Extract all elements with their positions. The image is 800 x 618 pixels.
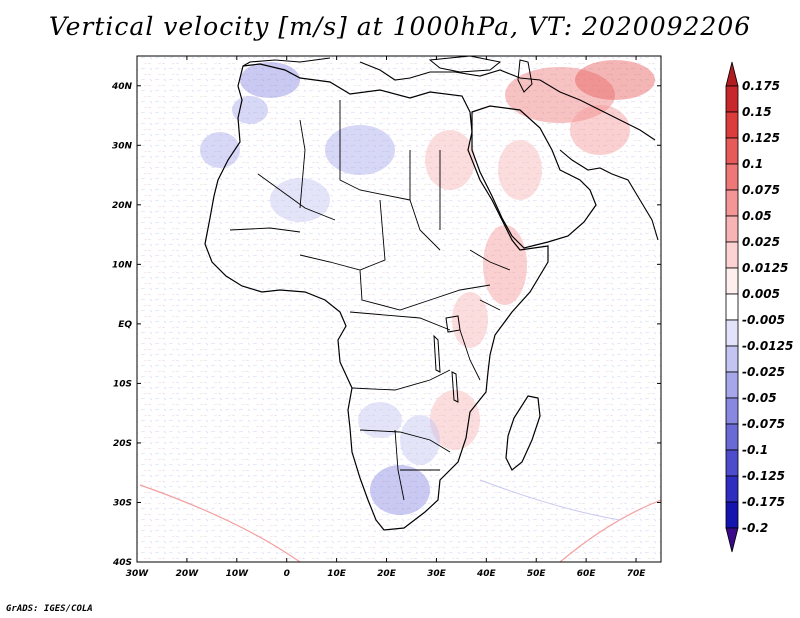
field-patch — [240, 62, 300, 98]
lon-label: 20E — [377, 569, 397, 579]
lon-label: 50E — [527, 569, 547, 579]
colorbar-arrow-top — [725, 61, 739, 87]
field-patch — [200, 132, 240, 168]
lon-label: 30W — [126, 569, 150, 579]
colorbar-box — [725, 189, 739, 217]
colorbar-label: -0.125 — [742, 469, 785, 483]
caspian-sea — [517, 59, 533, 93]
field-patch — [270, 178, 330, 222]
colorbar-box — [725, 501, 739, 529]
colorbar-label: 0.0125 — [742, 261, 788, 275]
field-patch — [358, 402, 402, 438]
colorbar-arrow-bottom — [725, 527, 739, 553]
colorbar-box — [725, 397, 739, 425]
field-patch — [400, 415, 440, 465]
lon-label: 0 — [284, 569, 290, 579]
colorbar-box — [725, 85, 739, 113]
field-streak — [559, 499, 661, 562]
field-patch — [430, 390, 480, 450]
lat-label: 10S — [113, 379, 132, 389]
colorbar-label: 0.005 — [742, 287, 780, 301]
colorbar-box — [725, 111, 739, 139]
colorbar-box — [725, 475, 739, 503]
chart-title: Vertical velocity [m/s] at 1000hPa, VT: … — [48, 12, 752, 41]
field-streak — [139, 484, 301, 562]
lat-label: 20N — [112, 201, 133, 211]
black-sea — [428, 56, 502, 73]
colorbar-box — [725, 241, 739, 269]
lon-label: 20W — [176, 569, 200, 579]
country-borders — [229, 100, 511, 501]
lat-label: 30N — [112, 141, 133, 151]
colorbar-box — [725, 267, 739, 295]
latitude-labels: 40N 30N 20N 10N EQ 10S 20S 30S 40S — [111, 82, 133, 568]
plot-frame — [136, 55, 662, 563]
lon-label: 10E — [327, 569, 347, 579]
field-patch — [575, 60, 655, 100]
arabia-coastline — [471, 105, 597, 249]
lat-label: 20S — [113, 439, 132, 449]
colorbar-label: -0.2 — [742, 521, 768, 535]
colorbar-label: -0.005 — [742, 313, 785, 327]
velocity-field — [139, 60, 661, 562]
field-patch — [425, 130, 475, 190]
colorbar-label: 0.175 — [742, 79, 780, 93]
field-patch — [232, 96, 268, 124]
lat-label: 40S — [112, 558, 132, 568]
lon-label: 70E — [627, 569, 647, 579]
colorbar-label: 0.05 — [742, 209, 772, 223]
colorbar-label: 0.075 — [742, 183, 780, 197]
lat-label: EQ — [118, 320, 132, 330]
lon-label: 10W — [226, 569, 250, 579]
colorbar-label: -0.075 — [742, 417, 785, 431]
field-patch — [325, 125, 395, 175]
axis-ticks — [136, 56, 661, 563]
field-patch — [505, 67, 615, 123]
lon-label: 30E — [427, 569, 447, 579]
colorbar-box — [725, 293, 739, 321]
colorbar-box — [725, 163, 739, 191]
colorbar-box — [725, 345, 739, 373]
lat-label: 30S — [113, 498, 132, 508]
field-speckle — [137, 56, 661, 562]
lon-label: 40E — [476, 569, 497, 579]
longitude-labels: 30W 20W 10W 0 10E 20E 30E 40E 50E 60E 70E — [126, 569, 646, 579]
colorbar-label: -0.0125 — [742, 339, 793, 353]
lake-tanganyika — [433, 334, 441, 373]
lon-label: 60E — [577, 569, 597, 579]
lake-malawi — [451, 371, 459, 403]
grads-credit: GrADS: IGES/COLA — [6, 604, 93, 614]
colorbar-label: 0.125 — [742, 131, 780, 145]
colorbar-label: -0.05 — [742, 391, 777, 405]
lat-label: 10N — [112, 260, 133, 270]
persian-gulf-coastline — [559, 149, 659, 241]
colorbar-box — [725, 371, 739, 399]
colorbar-label: 0.1 — [742, 157, 763, 171]
colorbar-box — [725, 215, 739, 243]
colorbar-label: 0.15 — [742, 105, 772, 119]
colorbar-label: -0.175 — [742, 495, 785, 509]
lat-label: 40N — [111, 82, 133, 92]
field-patch — [498, 140, 542, 200]
field-patch — [452, 292, 488, 348]
colorbar-legend: 0.175 0.15 0.125 0.1 0.075 0.05 0.025 0.0125 0.0… — [725, 61, 793, 553]
madagascar-coastline — [505, 395, 541, 471]
colorbar-label: -0.025 — [742, 365, 785, 379]
field-patch — [370, 465, 430, 515]
europe-asia-coastline — [242, 57, 656, 141]
colorbar-box — [725, 137, 739, 165]
colorbar-box — [725, 449, 739, 477]
colorbar-box — [725, 423, 739, 451]
colorbar-label: 0.025 — [742, 235, 780, 249]
colorbar-label: -0.1 — [742, 443, 768, 457]
africa-coastline — [204, 63, 549, 531]
field-patch — [570, 105, 630, 155]
field-streak — [479, 479, 621, 521]
lake-victoria — [445, 315, 461, 333]
colorbar-box — [725, 319, 739, 347]
map-plot-area: 40N 30N 20N 10N EQ 10S 20S 30S 40S 30W 20W 10W 0 10E… — [111, 55, 662, 579]
field-patch — [483, 225, 527, 305]
